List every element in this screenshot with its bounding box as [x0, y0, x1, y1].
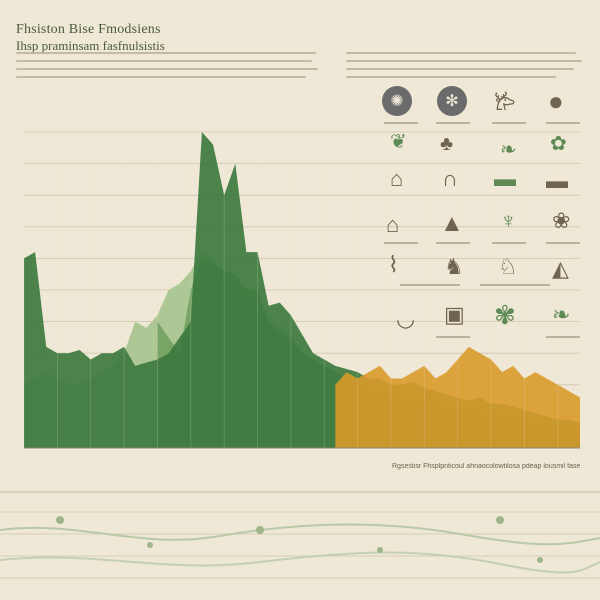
icon-caption [436, 336, 470, 338]
deer-icon: 𐂂 [494, 93, 516, 115]
icon-caption [546, 336, 580, 338]
chart-caption: Rgsestisr Fhsplpnticoul ahnaocolowtilosa… [392, 463, 581, 470]
shrub-icon: ✾ [494, 300, 516, 330]
arch-icon: ∩ [442, 166, 458, 191]
boat-icon: ◭ [552, 256, 569, 281]
tree-small-icon: ❧ [552, 302, 571, 327]
bush-icon: ✿ [550, 133, 567, 155]
bowl-icon: ◡ [396, 306, 416, 331]
hill-icon: ▲ [440, 210, 464, 237]
page-subtitle: Ihsp praminsam fasfnulsistis [16, 38, 165, 53]
bear-icon: ● [548, 86, 564, 116]
elk-icon: ♞ [444, 254, 464, 279]
area-series-s4 [335, 346, 580, 448]
icon-caption [436, 122, 470, 124]
leaf-icon: ❧ [500, 139, 517, 161]
icon-caption [436, 242, 470, 244]
wreath-icon: ❀ [552, 208, 571, 233]
hut-icon: ⌂ [386, 212, 400, 237]
house-icon: ⌂ [390, 166, 404, 191]
side-paragraph [346, 52, 584, 84]
tree-icon: ✻ [437, 86, 467, 116]
icon-caption [400, 284, 460, 286]
area-series-s1 [24, 132, 580, 448]
crate-icon: ▣ [444, 302, 465, 327]
fern-icon: ❦ [390, 131, 407, 153]
bottom-map-band [0, 491, 600, 579]
camel-icon: ♘ [498, 254, 518, 279]
forest-icon: ♣ [440, 133, 454, 155]
icon-caption [546, 242, 580, 244]
leaf-cluster-icon: ✺ [382, 86, 412, 116]
icon-caption [384, 242, 418, 244]
bird-icon: ⌇ [388, 252, 399, 277]
icon-caption [492, 242, 526, 244]
heron-icon: ♆ [500, 208, 517, 233]
icon-caption [384, 122, 418, 124]
icon-caption [480, 284, 550, 286]
icon-caption [492, 122, 526, 124]
icon-caption [546, 122, 580, 124]
cow-icon: ▬ [494, 166, 516, 191]
page-title: Fhsiston Bise Fmodsiens [16, 22, 161, 37]
intro-paragraph [16, 52, 320, 84]
fox-icon: ▬ [546, 168, 568, 193]
